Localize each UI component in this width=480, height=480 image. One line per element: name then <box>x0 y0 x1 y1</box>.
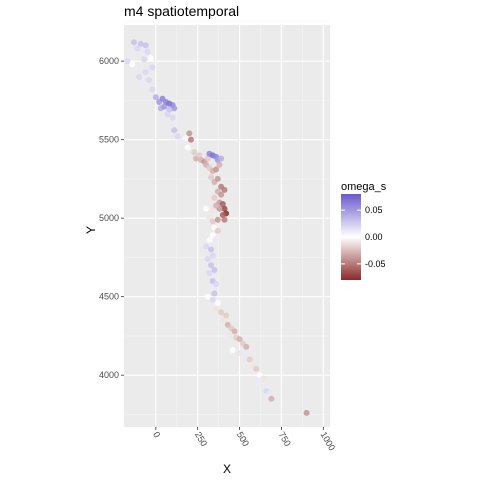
scatter-point <box>171 127 177 133</box>
x-tick-label: 0 <box>151 430 162 439</box>
scatter-point <box>210 253 216 259</box>
x-tick-label: 250 <box>193 430 209 448</box>
y-tick-label: 4000 <box>99 370 119 380</box>
scatter-point <box>208 284 214 290</box>
scatter-point <box>215 176 221 182</box>
legend-tick-label: -0.05 <box>365 259 386 269</box>
scatter-point <box>237 350 243 356</box>
scatter-point <box>215 228 221 234</box>
scatter-point <box>304 410 310 416</box>
scatter-point <box>213 306 219 312</box>
scatter-point <box>218 155 224 161</box>
y-tick-label: 5000 <box>99 213 119 223</box>
scatter-point <box>215 300 221 306</box>
scatter-point <box>173 119 179 125</box>
x-tick-label: 750 <box>277 430 293 448</box>
scatter-point <box>220 317 226 323</box>
scatter-point <box>210 297 216 303</box>
scatter-point <box>178 138 184 144</box>
scatter-point <box>230 347 236 353</box>
scatter-point <box>260 375 266 381</box>
plot-panel <box>124 25 330 427</box>
y-tick-label: 6000 <box>99 56 119 66</box>
y-tick-label: 5500 <box>99 135 119 145</box>
scatter-point <box>213 236 219 242</box>
scatter-point <box>185 144 191 150</box>
scatter-point <box>213 281 219 287</box>
scatter-point <box>247 356 253 362</box>
scatter-point <box>143 69 149 75</box>
scatter-point <box>255 378 261 384</box>
scatter-point <box>144 49 150 55</box>
y-axis-title: Y <box>84 226 98 234</box>
scatter-point <box>211 195 217 201</box>
scatter-point <box>165 112 171 118</box>
scatter-point <box>206 270 212 276</box>
scatter-point <box>161 104 167 110</box>
scatter-point <box>133 66 139 72</box>
scatter-point <box>136 74 142 80</box>
legend-tick-label: 0.05 <box>365 205 383 215</box>
scatter-point <box>253 366 259 372</box>
y-tick-label: 4500 <box>99 292 119 302</box>
scatter-point <box>205 294 211 300</box>
scatter-point <box>211 291 217 297</box>
scatter-point <box>186 130 192 136</box>
legend-tick-label: 0.00 <box>365 232 383 242</box>
x-tick-label: 1000 <box>319 430 338 452</box>
scatter-point <box>139 80 145 86</box>
scatter-point <box>149 86 155 92</box>
y-axis-ticks: 4000 4500 5000 5500 6000 <box>99 56 124 380</box>
scatter-point <box>188 137 194 143</box>
scatter-point <box>205 256 211 262</box>
scatter-point <box>141 57 147 63</box>
scatter-point <box>215 217 221 223</box>
x-axis-title: X <box>223 462 231 476</box>
scatter-point <box>149 64 155 70</box>
scatter-point <box>191 149 197 155</box>
scatter-point <box>216 162 222 168</box>
chart-title: m4 spatiotemporal <box>124 3 239 19</box>
scatter-point <box>221 187 227 193</box>
scatter-point <box>268 396 274 402</box>
scatter-point <box>227 331 233 337</box>
legend-title: omega_s <box>341 181 387 193</box>
scatter-point <box>218 309 224 315</box>
scatter-point <box>143 42 149 48</box>
scatter-point <box>210 207 216 213</box>
scatter-point <box>242 353 248 359</box>
scatter-point <box>211 267 217 273</box>
scatter-point <box>131 39 137 45</box>
scatter-point <box>128 49 134 55</box>
scatter-point <box>208 247 214 253</box>
scatter-point <box>146 77 152 83</box>
x-tick-label: 500 <box>235 430 251 448</box>
scatter-point <box>148 55 154 61</box>
scatter-point <box>232 328 238 334</box>
scatter-point <box>243 344 249 350</box>
scatter-point <box>203 243 209 249</box>
color-legend: omega_s 0.05 0.00 -0.05 <box>341 181 387 280</box>
scatter-point <box>221 217 227 223</box>
x-axis-ticks: 0 250 500 750 1000 <box>151 427 337 452</box>
scatter-point <box>124 58 130 64</box>
scatter-point <box>203 206 209 212</box>
scatter-point <box>206 237 212 243</box>
